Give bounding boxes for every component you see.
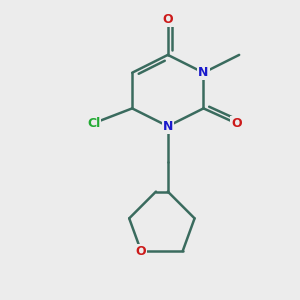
Text: O: O <box>231 117 242 130</box>
Text: O: O <box>136 244 146 258</box>
Text: N: N <box>163 120 173 133</box>
Text: N: N <box>198 66 209 79</box>
Text: Cl: Cl <box>87 117 100 130</box>
Text: O: O <box>163 13 173 26</box>
